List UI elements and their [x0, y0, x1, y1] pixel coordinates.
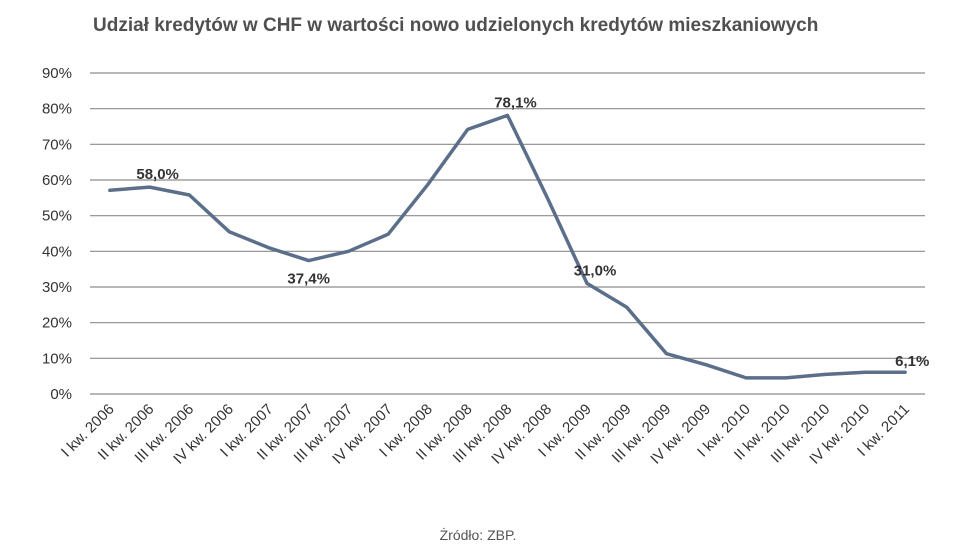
data-point: [267, 246, 271, 250]
y-tick-label: 70%: [42, 136, 72, 153]
y-tick-label: 0%: [50, 386, 72, 403]
data-point: [744, 376, 748, 380]
data-point: [863, 370, 867, 374]
y-tick-label: 40%: [42, 243, 72, 260]
data-point: [227, 230, 231, 234]
data-point: [187, 193, 191, 197]
data-point: [346, 249, 350, 253]
y-tick-label: 10%: [42, 350, 72, 367]
y-tick-label: 90%: [42, 65, 72, 82]
source-note: Żródło: ZBP.: [439, 527, 517, 543]
data-point: [625, 305, 629, 309]
y-tick-label: 60%: [42, 172, 72, 189]
data-point: [307, 259, 311, 263]
data-label: 58,0%: [136, 166, 179, 183]
data-point: [903, 370, 907, 374]
data-point: [148, 185, 152, 189]
data-point: [824, 372, 828, 376]
data-point: [466, 127, 470, 131]
y-tick-label: 80%: [42, 101, 72, 118]
data-point: [665, 352, 669, 356]
y-tick-label: 30%: [42, 279, 72, 296]
data-label: 31,0%: [574, 262, 617, 279]
data-label: 37,4%: [287, 271, 330, 288]
y-tick-label: 20%: [42, 315, 72, 332]
data-point: [704, 363, 708, 367]
data-point: [506, 113, 509, 117]
series-lines: [108, 113, 907, 380]
y-tick-label: 50%: [42, 208, 72, 225]
chart-title: Udział kredytów w CHF w wartości nowo ud…: [93, 15, 819, 36]
series-line: [108, 113, 907, 380]
gridlines: [90, 72, 925, 395]
data-point: [545, 196, 549, 200]
data-point: [108, 188, 112, 192]
data-label: 6,1%: [895, 353, 929, 370]
data-point: [784, 376, 788, 380]
data-labels: 58,0% 37,4% 78,1% 31,0% 6,1%: [136, 94, 929, 370]
data-point: [386, 232, 390, 236]
data-label: 78,1%: [494, 94, 537, 111]
data-point: [585, 281, 589, 285]
y-axis-ticks: 0% 10% 20% 30% 40% 50% 60% 70% 80% 90%: [42, 65, 72, 403]
data-point: [426, 182, 430, 186]
